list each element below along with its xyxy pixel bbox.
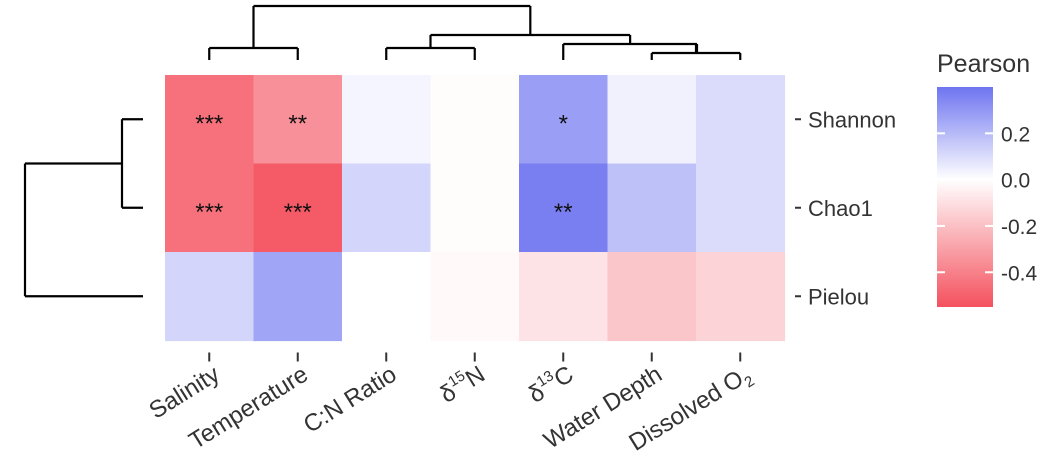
column-label-text: C:N Ratio	[299, 361, 402, 439]
row-label-chao1: Chao1	[808, 196, 873, 221]
legend-tick-label: 0.0	[1001, 170, 1030, 193]
row-dendrogram	[23, 118, 143, 298]
column-label-3: C:N Ratio	[299, 361, 402, 439]
legend-tick-label: -0.4	[1001, 262, 1038, 285]
heatmap-cell-pielou-5	[519, 252, 609, 342]
column-label-text: N	[461, 361, 490, 393]
heatmap-cell-pielou-3	[342, 252, 432, 342]
heatmap-cell-chao1-6	[607, 163, 697, 253]
column-label-text: C	[549, 361, 578, 393]
heatmap-cell-shannon-3	[342, 75, 432, 165]
heatmap-cell-pielou-7	[696, 252, 786, 342]
heatmap-cell-chao1-2	[253, 163, 343, 253]
heatmap-cell-chao1-7	[696, 163, 786, 253]
heatmap-cell-pielou-4	[430, 252, 520, 342]
heatmap-cell-chao1-3	[342, 163, 432, 253]
column-label-superscript: 13	[534, 367, 557, 390]
significance-label: ***	[284, 199, 312, 226]
legend-tick-label: 0.2	[1001, 123, 1030, 146]
significance-label: ***	[195, 110, 223, 137]
heatmap-cell-shannon-7	[696, 75, 786, 165]
heatmap-cell-shannon-2	[253, 75, 343, 165]
row-label-shannon: Shannon	[808, 107, 896, 132]
heatmap-cell-shannon-6	[607, 75, 697, 165]
heatmap-cell-pielou-1	[165, 252, 255, 342]
heatmap-cell-chao1-4	[430, 163, 520, 253]
heatmap-cell-pielou-2	[253, 252, 343, 342]
heatmap-cell-shannon-1	[165, 75, 255, 165]
significance-label: **	[554, 199, 573, 226]
heatmap-cell-pielou-6	[607, 252, 697, 342]
heatmap-cell-shannon-5	[519, 75, 609, 165]
column-dendrogram	[208, 4, 742, 60]
legend-colorbar	[937, 87, 993, 307]
significance-label: ***	[195, 199, 223, 226]
legend-tick-label: -0.2	[1001, 216, 1037, 239]
column-label-4: δ15N	[434, 358, 490, 409]
column-label-superscript: 15	[445, 367, 468, 390]
legend-title: Pearson	[937, 50, 1030, 78]
heatmap-cell-chao1-1	[165, 163, 255, 253]
row-label-pielou: Pielou	[808, 284, 869, 309]
column-label-5: δ13C	[522, 358, 578, 409]
significance-label: *	[559, 110, 568, 137]
heatmap-cell-chao1-5	[519, 163, 609, 253]
heatmap-cells	[165, 75, 786, 342]
significance-label: **	[288, 110, 307, 137]
heatmap-cell-shannon-4	[430, 75, 520, 165]
